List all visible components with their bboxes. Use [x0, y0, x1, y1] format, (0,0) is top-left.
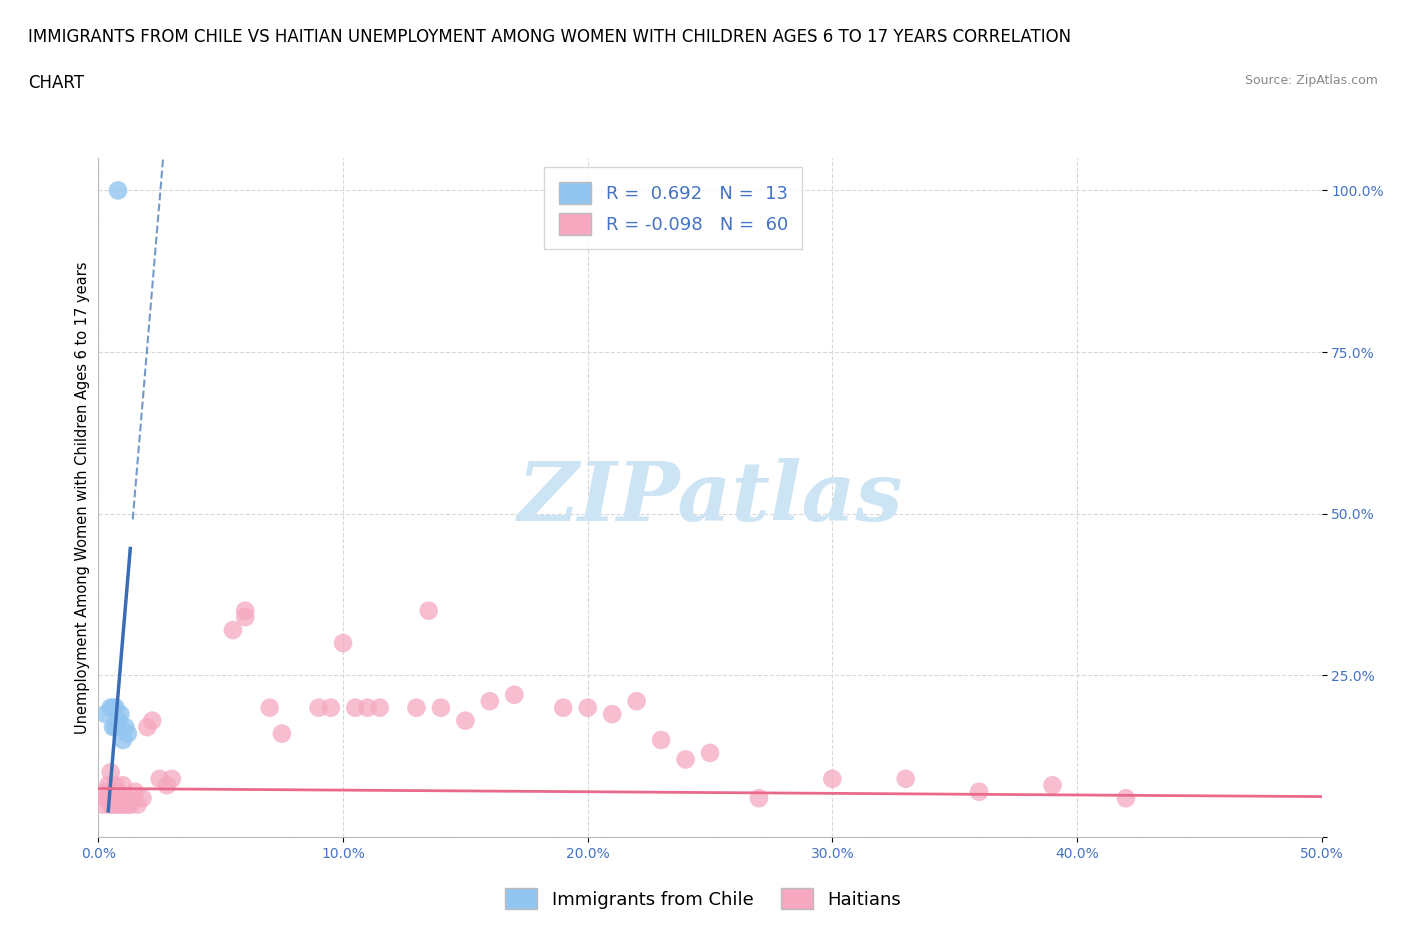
Point	[104, 790, 127, 805]
Legend: R =  0.692   N =  13, R = -0.098   N =  60: R = 0.692 N = 13, R = -0.098 N = 60	[544, 167, 803, 249]
Text: CHART: CHART	[28, 74, 84, 92]
Point	[111, 777, 134, 792]
Point	[104, 720, 127, 735]
Point	[91, 797, 114, 812]
Point	[1042, 777, 1064, 792]
Point	[156, 777, 179, 792]
Point	[699, 746, 721, 761]
Point	[100, 797, 122, 812]
Point	[110, 707, 132, 722]
Point	[107, 713, 129, 728]
Y-axis label: Unemployment Among Women with Children Ages 6 to 17 years: Unemployment Among Women with Children A…	[75, 261, 90, 734]
Point	[576, 700, 599, 715]
Point	[967, 784, 990, 799]
Point	[418, 604, 440, 618]
Point	[553, 700, 575, 715]
Legend: Immigrants from Chile, Haitians: Immigrants from Chile, Haitians	[498, 881, 908, 916]
Point	[675, 752, 697, 767]
Point	[111, 733, 134, 748]
Point	[259, 700, 281, 715]
Point	[124, 784, 146, 799]
Point	[104, 777, 127, 792]
Point	[748, 790, 770, 805]
Point	[110, 790, 132, 805]
Point	[319, 700, 342, 715]
Point	[821, 771, 844, 786]
Point	[101, 720, 124, 735]
Point	[117, 797, 139, 812]
Point	[117, 726, 139, 741]
Point	[405, 700, 427, 715]
Point	[356, 700, 378, 715]
Point	[149, 771, 172, 786]
Point	[454, 713, 477, 728]
Point	[222, 623, 245, 638]
Point	[94, 784, 117, 799]
Point	[107, 784, 129, 799]
Point	[107, 797, 129, 812]
Text: IMMIGRANTS FROM CHILE VS HAITIAN UNEMPLOYMENT AMONG WOMEN WITH CHILDREN AGES 6 T: IMMIGRANTS FROM CHILE VS HAITIAN UNEMPLO…	[28, 28, 1071, 46]
Point	[100, 700, 122, 715]
Point	[344, 700, 367, 715]
Point	[308, 700, 330, 715]
Point	[626, 694, 648, 709]
Point	[101, 700, 124, 715]
Point	[97, 777, 120, 792]
Point	[120, 797, 142, 812]
Point	[107, 713, 129, 728]
Point	[332, 635, 354, 650]
Point	[101, 797, 124, 812]
Text: ZIPatlas: ZIPatlas	[517, 458, 903, 538]
Point	[160, 771, 183, 786]
Point	[478, 694, 501, 709]
Point	[114, 790, 136, 805]
Point	[368, 700, 391, 715]
Point	[101, 784, 124, 799]
Point	[600, 707, 623, 722]
Text: Source: ZipAtlas.com: Source: ZipAtlas.com	[1244, 74, 1378, 87]
Point	[121, 790, 143, 805]
Point	[100, 764, 122, 779]
Point	[94, 707, 117, 722]
Point	[650, 733, 672, 748]
Point	[107, 183, 129, 198]
Point	[894, 771, 917, 786]
Point	[270, 726, 294, 741]
Point	[104, 700, 127, 715]
Point	[111, 797, 134, 812]
Point	[127, 797, 149, 812]
Point	[94, 790, 117, 805]
Point	[136, 720, 159, 735]
Point	[430, 700, 453, 715]
Point	[97, 790, 120, 805]
Point	[100, 784, 122, 799]
Point	[114, 720, 136, 735]
Point	[233, 610, 256, 625]
Point	[110, 797, 132, 812]
Point	[141, 713, 163, 728]
Point	[1115, 790, 1137, 805]
Point	[131, 790, 153, 805]
Point	[233, 604, 256, 618]
Point	[503, 687, 526, 702]
